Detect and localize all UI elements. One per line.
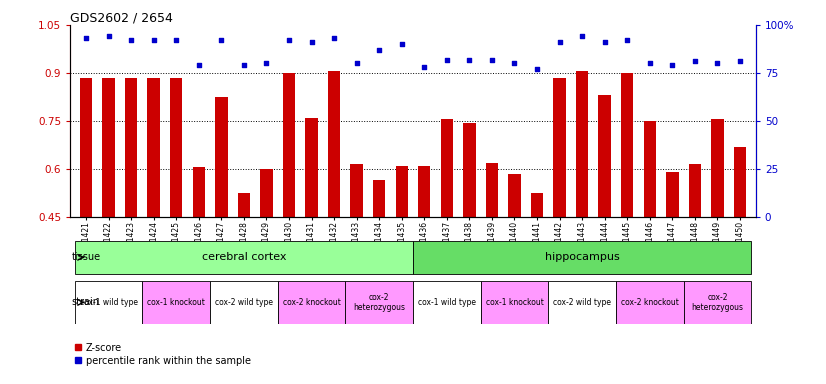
Point (486, 56, 499, 63)
Bar (553, 78, 566, 361)
Point (350, 60, 363, 66)
Point (530, 66, 544, 72)
Point (553, 39, 566, 45)
Text: cox-2 knockout: cox-2 knockout (621, 298, 679, 307)
Bar (102, 78, 115, 361)
Bar (413, 281, 481, 324)
Bar (210, 281, 278, 324)
Point (169, 37, 183, 43)
Point (327, 35, 340, 41)
Bar (531, 193, 544, 361)
Point (260, 60, 273, 66)
Bar (125, 78, 137, 361)
Bar (260, 169, 273, 361)
Text: strain: strain (71, 297, 99, 308)
Text: GDS2602 / 2654: GDS2602 / 2654 (70, 12, 173, 25)
Bar (643, 121, 656, 361)
Text: cox-2
heterozygous: cox-2 heterozygous (354, 293, 406, 312)
Point (147, 37, 160, 43)
Bar (616, 281, 684, 324)
Bar (548, 281, 616, 324)
Legend: Z-score, percentile rank within the sample: Z-score, percentile rank within the samp… (75, 343, 251, 366)
Point (666, 62, 679, 68)
Text: cox-2 wild type: cox-2 wild type (215, 298, 273, 307)
Bar (306, 118, 318, 361)
Point (373, 47, 386, 53)
Point (576, 33, 589, 40)
Bar (350, 164, 363, 361)
Bar (481, 281, 548, 324)
Bar (576, 71, 588, 361)
Text: hippocampus: hippocampus (545, 252, 620, 262)
Point (192, 62, 206, 68)
Bar (328, 71, 340, 361)
Bar (74, 241, 413, 274)
Text: cox-1 wild type: cox-1 wild type (418, 298, 476, 307)
Text: cox-1 knockout: cox-1 knockout (486, 298, 544, 307)
Point (395, 41, 408, 47)
Bar (192, 167, 205, 361)
Bar (148, 78, 160, 361)
Point (125, 37, 138, 43)
Point (440, 56, 453, 63)
Point (711, 60, 724, 66)
Point (463, 56, 476, 63)
Bar (666, 172, 678, 361)
Bar (599, 95, 611, 361)
Bar (733, 147, 746, 361)
Text: tissue: tissue (71, 252, 101, 262)
Bar (440, 119, 453, 361)
Bar (215, 97, 227, 361)
Point (598, 39, 611, 45)
Point (418, 64, 431, 70)
Point (643, 60, 657, 66)
Text: cox-2 knockout: cox-2 knockout (282, 298, 340, 307)
Point (215, 37, 228, 43)
Bar (413, 241, 752, 274)
Text: cox-2
heterozygous: cox-2 heterozygous (691, 293, 743, 312)
Bar (278, 281, 345, 324)
Bar (373, 180, 386, 361)
Bar (345, 281, 413, 324)
Text: cox-2 wild type: cox-2 wild type (553, 298, 611, 307)
Bar (80, 78, 93, 361)
Point (508, 60, 521, 66)
Bar (463, 122, 476, 361)
Bar (282, 73, 295, 361)
Bar (170, 78, 183, 361)
Text: cox-1 knockout: cox-1 knockout (147, 298, 205, 307)
Bar (396, 166, 408, 361)
Bar (418, 166, 430, 361)
Point (305, 39, 318, 45)
Bar (238, 193, 250, 361)
Bar (508, 174, 520, 361)
Text: cerebral cortex: cerebral cortex (202, 252, 286, 262)
Bar (486, 162, 498, 361)
Point (237, 62, 250, 68)
Bar (684, 281, 752, 324)
Bar (711, 119, 724, 361)
Text: cox-1 wild type: cox-1 wild type (79, 298, 138, 307)
Bar (142, 281, 210, 324)
Point (620, 37, 634, 43)
Point (79, 35, 93, 41)
Bar (621, 73, 634, 361)
Point (733, 58, 747, 65)
Point (688, 58, 701, 65)
Bar (689, 164, 701, 361)
Bar (74, 281, 142, 324)
Point (282, 37, 296, 43)
Point (102, 33, 115, 40)
